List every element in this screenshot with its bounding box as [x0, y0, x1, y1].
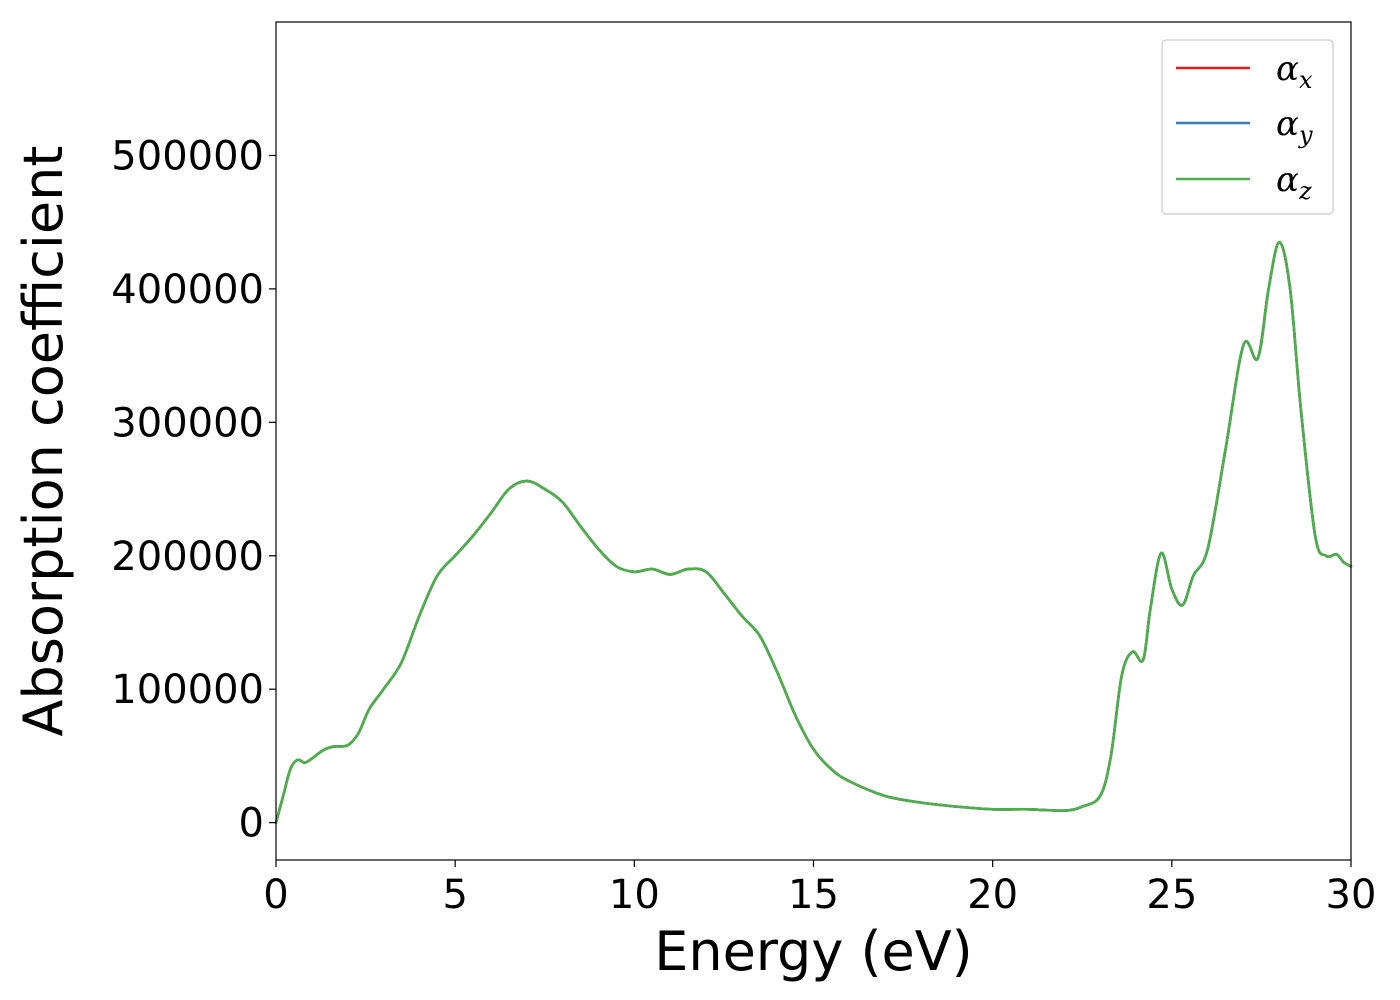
y-tick-label: 300000 — [111, 400, 264, 446]
x-tick-label: 30 — [1326, 872, 1377, 918]
x-tick-label: 25 — [1146, 872, 1197, 918]
legend-frame — [1161, 39, 1334, 215]
series-layer — [274, 240, 1353, 824]
series-line-x — [274, 240, 1353, 824]
y-tick-label: 400000 — [111, 267, 264, 313]
legend: αx αy αz — [1161, 39, 1334, 215]
y-tick-label: 0 — [239, 801, 264, 847]
y-axis-title: Absorption coefficient — [12, 146, 75, 737]
legend-label-z: αz — [1276, 160, 1312, 205]
y-axis-ticks: 0 100000 200000 300000 400000 500000 — [111, 133, 276, 847]
x-tick-label: 5 — [442, 872, 467, 918]
y-tick-label: 100000 — [111, 667, 264, 713]
legend-label-x: αx — [1276, 49, 1313, 94]
y-tick-label: 200000 — [111, 534, 264, 580]
legend-items: αx αy αz — [1176, 49, 1313, 205]
x-tick-label: 15 — [788, 872, 839, 918]
x-tick-label: 0 — [263, 872, 288, 918]
series-line-y — [274, 240, 1353, 824]
x-tick-label: 10 — [609, 872, 660, 918]
series-line-z — [274, 240, 1353, 824]
x-axis-title: Energy (eV) — [654, 920, 973, 983]
y-tick-label: 500000 — [111, 133, 264, 179]
x-axis-ticks: 0 5 10 15 20 25 30 — [263, 860, 1376, 918]
x-tick-label: 20 — [967, 872, 1018, 918]
legend-label-y: αy — [1276, 104, 1313, 149]
